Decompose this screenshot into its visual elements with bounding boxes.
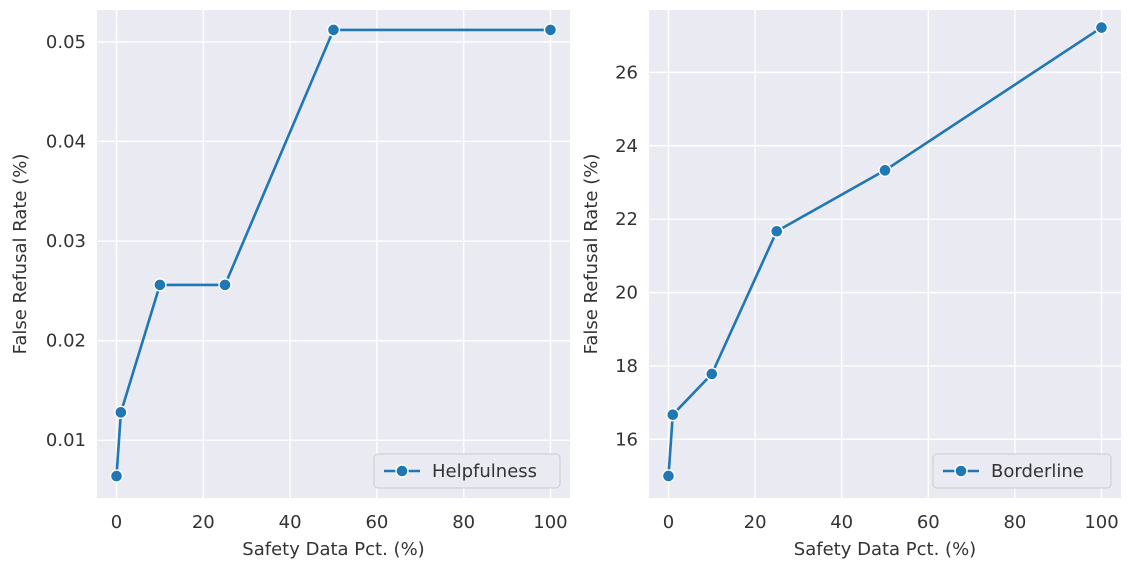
y-tick-label: 20 <box>615 283 638 304</box>
data-point <box>878 163 892 178</box>
legend: Helpfulness <box>373 453 561 489</box>
x-tick-label: 80 <box>1003 512 1026 533</box>
legend-frame <box>373 453 561 489</box>
chart-panel-borderline: 0 20 40 60 80 100 16 18 20 22 24 26 Safety Data Pct.… <box>581 10 1121 560</box>
x-axis-label: Safety Data Pct. (%) <box>242 539 424 560</box>
plot-area <box>649 10 1121 498</box>
y-tick-label: 0.01 <box>46 430 86 451</box>
y-axis-label: False Refusal Rate (%) <box>10 154 31 355</box>
chart-panel-helpfulness: 0 20 40 60 80 100 0.01 0.02 0.03 0.04 0.05 Safety D… <box>10 10 570 560</box>
plot-area <box>97 10 570 498</box>
x-tick-label: 0 <box>111 512 122 533</box>
x-tick-label: 20 <box>192 512 215 533</box>
y-tick-label: 22 <box>615 209 638 230</box>
y-tick-label: 24 <box>615 136 638 157</box>
x-tick-label: 60 <box>365 512 388 533</box>
x-tick-label: 0 <box>663 512 674 533</box>
data-point <box>705 367 719 381</box>
data-point <box>770 224 784 238</box>
legend-label: Borderline <box>991 461 1084 482</box>
y-tick-label: 0.05 <box>46 32 86 53</box>
data-point <box>218 278 232 292</box>
series-line <box>115 28 551 477</box>
x-tick-label: 100 <box>1084 512 1118 533</box>
data-point <box>543 23 558 37</box>
x-axis-label: Safety Data Pct. (%) <box>794 539 976 560</box>
x-tick-label: 40 <box>279 512 302 533</box>
x-tick-label: 40 <box>830 512 853 533</box>
y-tick-label: 16 <box>615 429 638 450</box>
legend-marker <box>395 464 409 478</box>
y-tick-label: 0.04 <box>46 131 86 152</box>
legend: Borderline <box>932 453 1112 489</box>
series-line <box>667 26 1103 477</box>
data-point <box>109 469 124 483</box>
legend-frame <box>932 453 1112 489</box>
data-point <box>661 469 676 483</box>
y-tick-label: 0.02 <box>46 331 86 352</box>
y-axis-label: False Refusal Rate (%) <box>581 154 602 355</box>
data-point <box>1094 20 1109 35</box>
legend-marker <box>954 464 968 478</box>
y-tick-label: 0.03 <box>46 231 86 252</box>
x-tick-label: 20 <box>744 512 767 533</box>
x-tick-label: 80 <box>452 512 475 533</box>
data-point <box>153 278 167 292</box>
data-point <box>326 23 341 37</box>
data-point <box>114 405 128 420</box>
y-tick-label: 26 <box>615 62 638 83</box>
y-tick-label: 18 <box>615 356 638 377</box>
x-tick-label: 60 <box>917 512 940 533</box>
legend-label: Helpfulness <box>432 461 537 482</box>
x-tick-label: 100 <box>533 512 567 533</box>
data-point <box>666 408 680 422</box>
